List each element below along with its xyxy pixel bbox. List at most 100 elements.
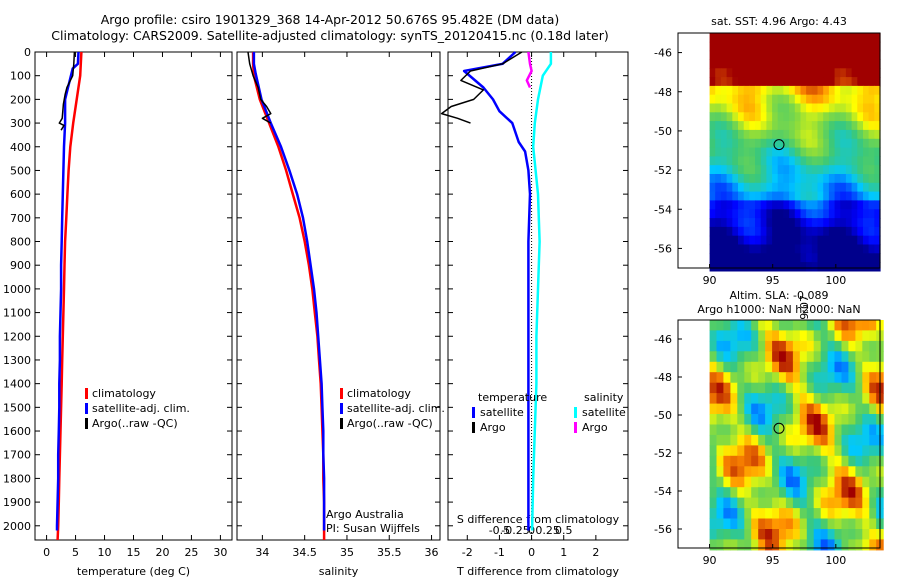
map-cell (709, 235, 716, 246)
map-cell (855, 518, 863, 530)
map-cell (851, 94, 858, 105)
map-cell (851, 262, 858, 272)
map-cell (777, 138, 784, 149)
legend-label-sat: satellite-adj. clim. (347, 402, 445, 415)
map-cell (806, 33, 813, 43)
map-cell (715, 33, 722, 43)
map-cell (709, 200, 716, 210)
map-cell (720, 85, 728, 96)
legend-swatch-temp-argo (472, 422, 475, 433)
map-cell (823, 244, 830, 254)
map-cell (732, 244, 739, 254)
map-cell (868, 191, 875, 201)
map-cell (758, 529, 766, 541)
map-cell (738, 59, 745, 69)
map-cell (840, 59, 847, 69)
map-cell (760, 200, 767, 210)
map-cell (817, 129, 824, 140)
map-cell (709, 466, 718, 478)
map-cell (760, 253, 767, 263)
map-cell (811, 59, 819, 69)
map-cell (777, 33, 784, 43)
map-cell (709, 129, 716, 140)
map-cell (716, 320, 724, 331)
map-cell (869, 372, 877, 384)
map-cell (760, 147, 767, 157)
x-tick-label: 36 (425, 546, 439, 559)
map-cell (732, 94, 739, 105)
map-cell (779, 351, 787, 363)
map-cell (857, 165, 864, 175)
map-cell (737, 393, 745, 405)
map-cell (730, 393, 738, 405)
map-cell (841, 508, 849, 520)
map-cell (751, 434, 759, 446)
map-cell (751, 487, 759, 499)
map-cell (715, 147, 722, 157)
map-cell (765, 518, 773, 530)
map-cell (823, 147, 830, 157)
map-cell (709, 103, 716, 113)
map-cell (868, 235, 875, 246)
map-cell (851, 138, 858, 149)
map-cell (766, 165, 773, 175)
map-cell (868, 68, 875, 78)
map-cell (789, 262, 796, 272)
map-cell (806, 209, 813, 219)
map-cell (834, 340, 842, 352)
map-cell (863, 262, 870, 272)
map-cell (758, 320, 766, 331)
map-cell (783, 218, 790, 228)
map-cell (855, 361, 863, 373)
map-cell (874, 244, 881, 254)
depth-tick-label: 1600 (3, 425, 31, 438)
map-x-tick-label: 95 (766, 554, 780, 567)
map-cell (766, 121, 773, 131)
map-cell (855, 508, 863, 520)
map-cell (758, 340, 766, 352)
map-cell (785, 351, 794, 363)
map-cell (755, 41, 762, 52)
map-cell (755, 121, 762, 131)
map-cell (863, 121, 870, 131)
legend-swatch-sat (340, 403, 343, 414)
map-cell (841, 372, 849, 384)
map-cell (772, 156, 779, 166)
map-cell (751, 476, 759, 488)
map-cell (709, 518, 718, 530)
depth-tick-label: 400 (10, 141, 31, 154)
map-y-tick-label: -48 (654, 86, 672, 99)
legend-title-temperature: temperature (478, 391, 547, 404)
map-cell (806, 476, 815, 488)
map-cell (766, 41, 773, 52)
map-cell (794, 94, 802, 105)
map-cell (863, 33, 870, 43)
map-cell (723, 476, 731, 488)
map-cell (863, 244, 870, 254)
map-cell (845, 50, 853, 60)
map-cell (863, 209, 870, 219)
map-cell (863, 226, 870, 237)
x-tick-label: 25 (184, 546, 198, 559)
map-cell (828, 218, 836, 228)
map-cell (738, 129, 745, 140)
map-cell (772, 445, 780, 457)
top-tick-label: -0.25 (501, 524, 529, 537)
map-cell (749, 218, 756, 228)
map-cell (709, 244, 716, 254)
map-cell (785, 508, 794, 520)
map-cell (726, 94, 733, 105)
map-cell (785, 361, 794, 373)
map-cell (723, 330, 731, 342)
map-cell (749, 174, 756, 184)
map-cell (783, 59, 790, 69)
x-tick-label: -1 (494, 546, 505, 559)
map-cell (758, 476, 766, 488)
map-cell (857, 244, 864, 254)
map-cell (779, 393, 787, 405)
map-cell (737, 508, 745, 520)
map-cell (794, 209, 802, 219)
map-cell (730, 361, 738, 373)
map-cell (800, 191, 807, 201)
map-cell (841, 529, 849, 541)
